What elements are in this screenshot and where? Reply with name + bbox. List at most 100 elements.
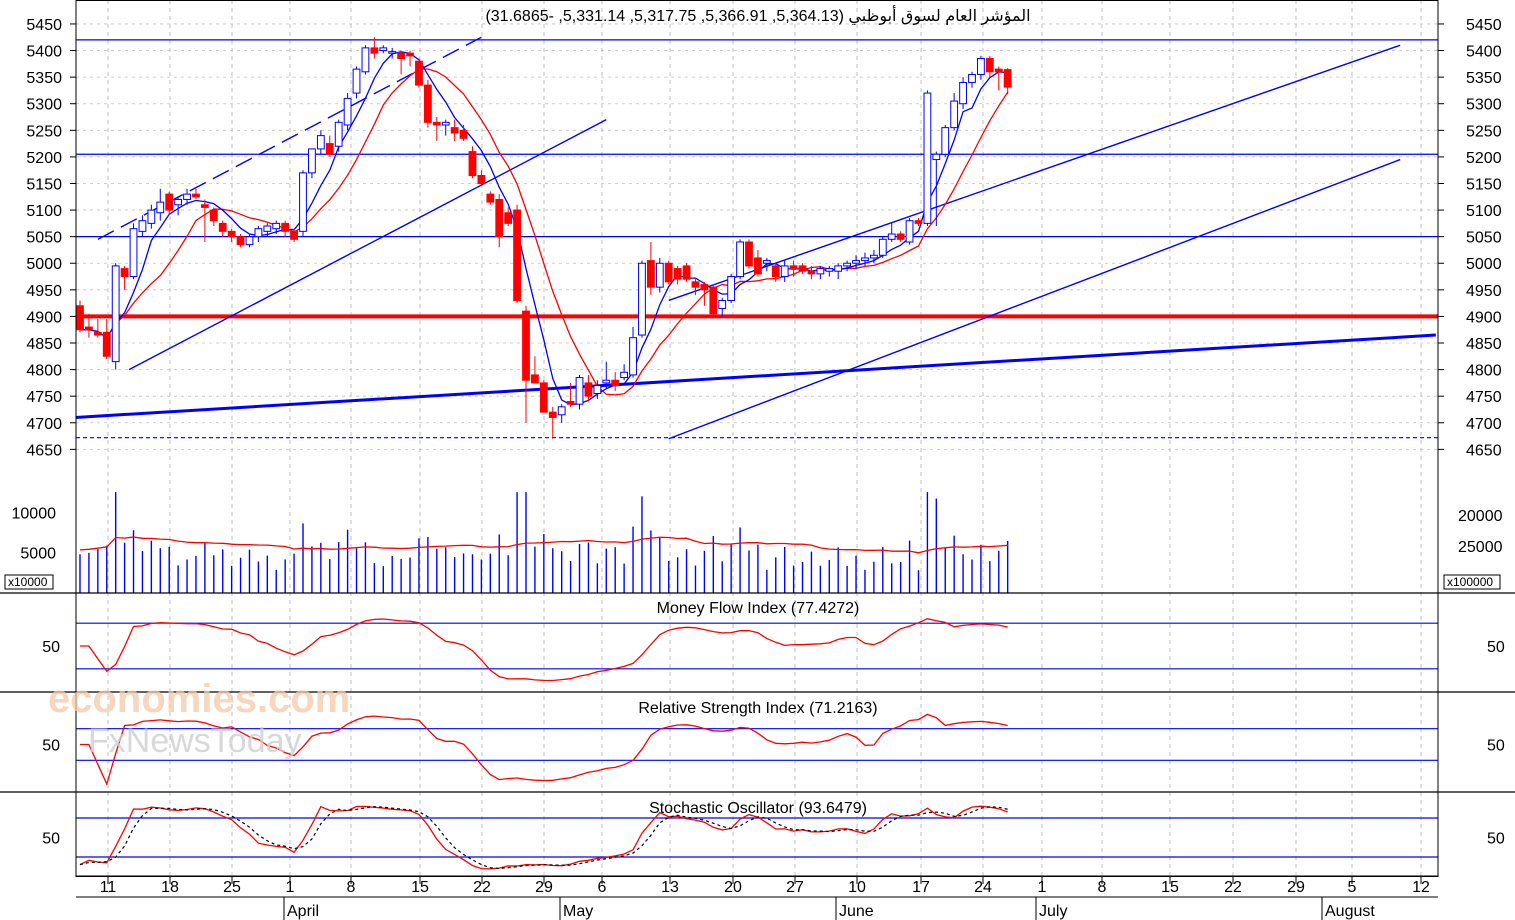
long-support-trendline bbox=[75, 333, 1436, 419]
candle-body-up bbox=[299, 172, 307, 232]
y-tick-label-right: 5100 bbox=[1466, 203, 1502, 220]
candle-body-up bbox=[780, 265, 789, 278]
indicator-tick-right: 50 bbox=[1487, 639, 1505, 656]
x-tick-label: 22 bbox=[1224, 879, 1242, 896]
candle-body-up bbox=[843, 262, 852, 267]
month-label: July bbox=[1039, 903, 1067, 920]
stochastic-title: Stochastic Oscillator (93.6479) bbox=[649, 800, 867, 817]
volume-average-line bbox=[79, 536, 1008, 554]
candle-body-down bbox=[896, 233, 905, 240]
y-tick-label-left: 5400 bbox=[26, 44, 62, 61]
candle-body-up bbox=[254, 228, 263, 238]
candle-body-down bbox=[370, 47, 379, 54]
y-tick-label-left: 4700 bbox=[26, 416, 62, 433]
candle-body-up bbox=[557, 406, 566, 416]
horizontal-levels-layer bbox=[76, 39, 1438, 439]
candle-body-up bbox=[138, 220, 147, 232]
upper-channel-dashed bbox=[97, 36, 482, 240]
candle-body-up bbox=[147, 209, 156, 224]
candle-body-down bbox=[1003, 69, 1012, 88]
candle-body-up bbox=[441, 121, 450, 126]
volume-multiplier-right-text: x100000 bbox=[1447, 575, 1493, 589]
candle-body-up bbox=[638, 262, 646, 336]
candle-body-up bbox=[852, 260, 860, 264]
x-tick-label: 22 bbox=[473, 879, 491, 896]
y-tick-label-left: 4650 bbox=[26, 442, 62, 459]
x-tick-label: 25 bbox=[223, 879, 241, 896]
y-tick-label-right: 4750 bbox=[1466, 389, 1502, 406]
mfi-title: Money Flow Index (77.4272) bbox=[657, 600, 860, 617]
candle-body-down bbox=[209, 209, 218, 222]
y-tick-label-right: 5350 bbox=[1466, 70, 1502, 87]
volume-layer bbox=[79, 492, 1009, 593]
y-tick-label-left: 5250 bbox=[26, 123, 62, 140]
y-tick-label-left: 5300 bbox=[26, 97, 62, 114]
candle-body-down bbox=[93, 331, 102, 336]
volume-multiplier-left-text: x10000 bbox=[8, 575, 48, 589]
indicator-tick-left: 50 bbox=[42, 738, 60, 755]
candle-body-down bbox=[200, 204, 209, 208]
x-tick-label: 13 bbox=[661, 879, 679, 896]
candle-body-up bbox=[950, 100, 959, 129]
candle-body-up bbox=[379, 47, 388, 52]
y-tick-label-right: 5450 bbox=[1466, 17, 1502, 34]
x-tick-label: 18 bbox=[161, 879, 179, 896]
x-tick-label: 24 bbox=[974, 879, 992, 896]
candle-body-down bbox=[789, 265, 798, 270]
candle-body-up bbox=[869, 254, 878, 259]
indicator-tick-right: 50 bbox=[1487, 738, 1505, 755]
watermark: economies.com FxNewsToday bbox=[48, 677, 350, 760]
candle-body-down bbox=[584, 382, 593, 397]
candle-body-up bbox=[156, 201, 165, 214]
candle-body-up bbox=[629, 337, 637, 376]
volume-tick-right: 20000 bbox=[1458, 508, 1503, 525]
candle-body-down bbox=[450, 127, 459, 134]
indicator-tick-left: 50 bbox=[42, 831, 60, 848]
candle-body-down bbox=[486, 193, 495, 203]
candle-body-up bbox=[941, 127, 950, 155]
candle-body-down bbox=[709, 286, 718, 315]
x-tick-label: 29 bbox=[535, 879, 553, 896]
y-tick-label-right: 5300 bbox=[1466, 97, 1502, 114]
y-tick-label-left: 5000 bbox=[26, 256, 62, 273]
y-tick-label-right: 5150 bbox=[1466, 176, 1502, 193]
candle-body-up bbox=[183, 193, 191, 200]
candle-body-up bbox=[602, 379, 611, 384]
candle-body-up bbox=[361, 47, 370, 73]
x-tick-label: 6 bbox=[598, 879, 607, 896]
candle-body-down bbox=[397, 52, 406, 60]
candle-body-down bbox=[290, 230, 298, 240]
x-tick-label: 15 bbox=[411, 879, 429, 896]
y-tick-label-left: 4750 bbox=[26, 389, 62, 406]
candle-body-up bbox=[887, 233, 896, 240]
candle-body-up bbox=[736, 241, 744, 278]
candle-body-down bbox=[700, 284, 709, 291]
candle-body-down bbox=[745, 241, 753, 267]
candle-body-down bbox=[771, 265, 780, 278]
y-tick-label-left: 5050 bbox=[26, 230, 62, 247]
y-tick-label-right: 5200 bbox=[1466, 150, 1502, 167]
candle-body-down bbox=[477, 175, 486, 184]
y-tick-label-left: 5100 bbox=[26, 203, 62, 220]
candle-body-down bbox=[504, 212, 513, 224]
candle-body-down bbox=[539, 382, 548, 413]
candle-body-up bbox=[932, 153, 941, 161]
axis-labels-layer: 11 18 25 1 8 15 22 29 6 13 20 27 10 17 24 1 8 15 22 29 5 12Ap… bbox=[12, 17, 1505, 920]
x-tick-label: 27 bbox=[786, 879, 804, 896]
y-tick-label-left: 5450 bbox=[26, 17, 62, 34]
y-tick-label-left: 4950 bbox=[26, 283, 62, 300]
candle-body-down bbox=[566, 401, 575, 405]
candle-body-up bbox=[718, 299, 727, 309]
indicator-line bbox=[80, 618, 1008, 682]
trendlines-layer bbox=[75, 36, 1436, 440]
candle-body-down bbox=[754, 257, 762, 275]
candle-body-down bbox=[423, 84, 432, 123]
candle-body-down bbox=[798, 265, 807, 272]
moving-average-slow bbox=[80, 68, 1009, 396]
candle-body-up bbox=[968, 73, 976, 83]
moving-average-fast bbox=[80, 51, 1008, 406]
candle-body-up bbox=[245, 236, 254, 246]
candle-body-up bbox=[834, 265, 843, 272]
summer-upper-channel bbox=[668, 44, 1401, 302]
candle-body-up bbox=[272, 222, 281, 230]
